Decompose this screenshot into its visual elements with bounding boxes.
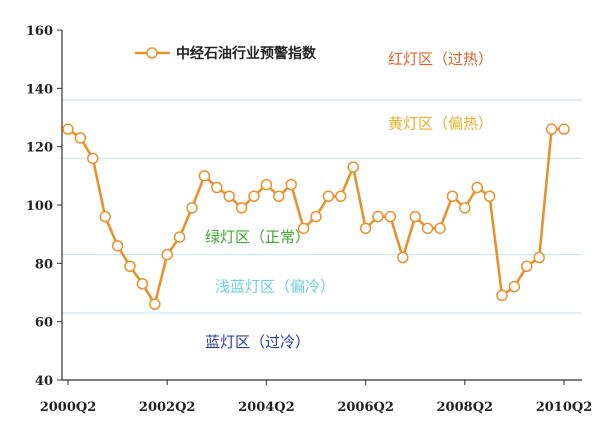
data-point bbox=[99, 210, 111, 223]
data-point bbox=[446, 190, 459, 202]
data-point bbox=[136, 278, 149, 290]
zone-label-4: 蓝灯区（过冷） bbox=[205, 333, 310, 351]
y-tick-label: 80 bbox=[35, 257, 53, 272]
x-tick-label: 2010Q2 bbox=[536, 400, 593, 415]
data-point bbox=[471, 181, 483, 194]
zone-labels: 红灯区（过热） 黄灯区（偏热） 绿灯区（正常） 浅蓝灯区（偏冷） 蓝灯区（过冷） bbox=[205, 50, 493, 351]
data-point bbox=[335, 190, 347, 202]
threshold-lines bbox=[62, 99, 582, 314]
legend-label: 中经石油行业预警指数 bbox=[176, 45, 317, 62]
data-point bbox=[62, 123, 74, 135]
y-tick-label: 40 bbox=[35, 374, 53, 389]
data-point bbox=[558, 123, 570, 135]
legend: 中经石油行业预警指数 bbox=[135, 45, 317, 62]
y-tick-label: 60 bbox=[35, 316, 53, 331]
x-tick-label: 2000Q2 bbox=[40, 400, 97, 415]
data-point bbox=[260, 178, 273, 191]
zone-label-1: 黄灯区（偏热） bbox=[388, 114, 493, 132]
data-point bbox=[384, 210, 397, 223]
data-point bbox=[421, 222, 434, 235]
data-point bbox=[211, 181, 223, 194]
zone-label-0: 红灯区（过热） bbox=[388, 50, 493, 68]
data-point bbox=[149, 298, 161, 310]
data-point bbox=[322, 190, 335, 202]
data-point bbox=[397, 251, 409, 264]
data-point bbox=[235, 202, 248, 214]
data-point bbox=[186, 202, 198, 214]
x-tick-label: 2008Q2 bbox=[437, 400, 494, 415]
y-tick-label: 100 bbox=[26, 199, 53, 214]
zone-label-2: 绿灯区（正常） bbox=[205, 228, 310, 246]
data-point bbox=[74, 132, 87, 144]
data-point bbox=[359, 222, 372, 235]
zone-label-3: 浅蓝灯区（偏冷） bbox=[215, 278, 335, 296]
data-point bbox=[198, 170, 211, 182]
data-point bbox=[533, 251, 545, 264]
data-point bbox=[483, 190, 496, 202]
legend-marker bbox=[146, 47, 158, 59]
data-point bbox=[434, 222, 446, 235]
data-point bbox=[545, 123, 558, 135]
data-point bbox=[124, 260, 136, 272]
data-point bbox=[347, 161, 359, 173]
data-point bbox=[521, 260, 533, 272]
data-point bbox=[87, 152, 99, 165]
data-point bbox=[459, 202, 471, 214]
data-point bbox=[248, 190, 260, 202]
data-point bbox=[273, 190, 285, 202]
data-point bbox=[173, 231, 186, 243]
data-point bbox=[372, 210, 384, 223]
y-axis-ticks: 40 60 80 100 120 140 160 bbox=[26, 24, 62, 389]
x-axis-ticks: 2000Q2 2002Q2 2004Q2 2006Q2 2008Q2 2010Q2 bbox=[40, 380, 593, 415]
x-tick-label: 2006Q2 bbox=[337, 400, 394, 415]
data-point bbox=[161, 248, 173, 261]
x-tick-label: 2002Q2 bbox=[139, 400, 196, 415]
data-point bbox=[297, 222, 310, 235]
y-tick-label: 120 bbox=[26, 141, 53, 156]
y-tick-label: 140 bbox=[26, 82, 53, 97]
data-point bbox=[223, 190, 235, 202]
data-point bbox=[111, 240, 124, 252]
data-point bbox=[409, 210, 421, 223]
data-point bbox=[496, 289, 508, 302]
y-tick-label: 160 bbox=[26, 24, 53, 39]
x-tick-label: 2004Q2 bbox=[238, 400, 295, 415]
series-line bbox=[62, 123, 570, 310]
data-point bbox=[508, 280, 521, 293]
data-point bbox=[285, 178, 297, 191]
data-point bbox=[310, 210, 322, 223]
